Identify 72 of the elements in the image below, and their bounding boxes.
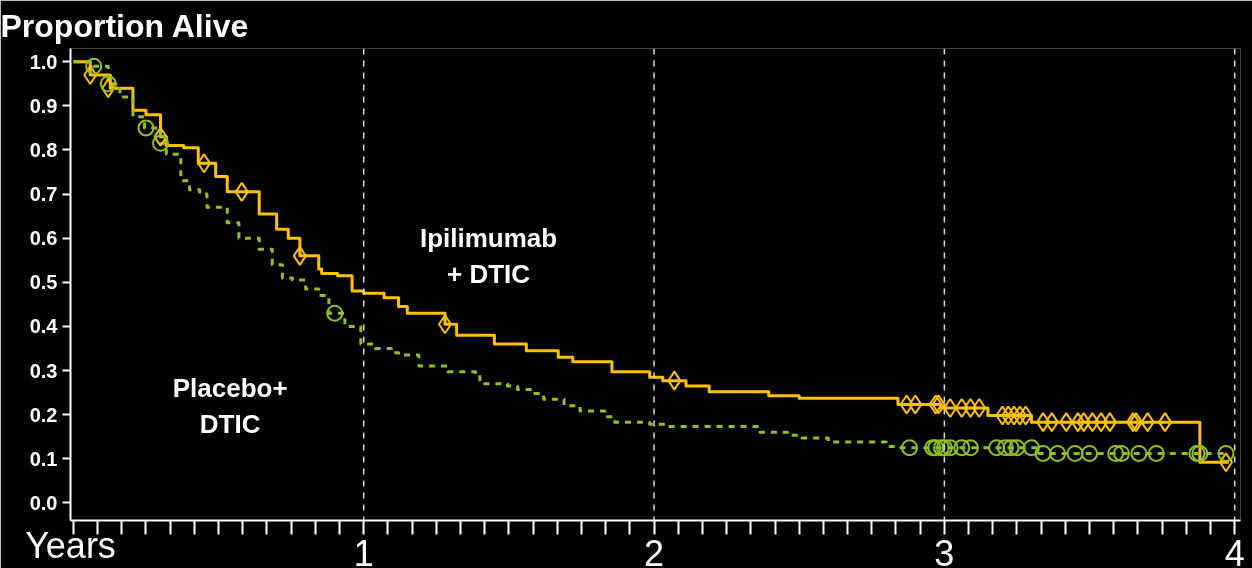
point <box>901 439 919 457</box>
point <box>99 75 117 93</box>
x-axis-title: Years <box>25 524 116 566</box>
point <box>1018 405 1033 426</box>
point <box>1059 412 1074 433</box>
point <box>962 439 979 457</box>
point <box>1147 444 1165 462</box>
point <box>137 119 155 137</box>
y-tick-label: 0.6 <box>29 227 58 250</box>
point <box>953 439 971 457</box>
point <box>101 78 116 99</box>
y-tick-label: 0.9 <box>29 94 58 117</box>
point <box>1007 405 1022 426</box>
point <box>1112 444 1130 462</box>
annotation: Ipilimumab + DTIC <box>419 222 558 289</box>
y-tick-label: 0.3 <box>29 359 58 382</box>
point <box>954 398 969 419</box>
point <box>234 181 249 202</box>
point <box>941 439 959 457</box>
point <box>83 64 98 85</box>
x-tick-label: 3 <box>934 532 955 568</box>
point <box>1076 412 1091 433</box>
point <box>152 134 169 152</box>
y-tick-label: 0.7 <box>29 183 58 206</box>
x-tick-label: 4 <box>1224 532 1245 568</box>
point <box>153 126 168 147</box>
point <box>85 57 103 75</box>
point <box>1002 439 1020 457</box>
point <box>943 398 958 419</box>
point <box>963 398 978 419</box>
point <box>1085 412 1100 433</box>
point <box>1081 444 1099 462</box>
point <box>1140 412 1155 433</box>
point <box>326 304 344 322</box>
point <box>1218 452 1233 473</box>
point <box>1012 405 1027 426</box>
point <box>1070 412 1085 433</box>
y-tick-label: 0.1 <box>29 447 58 470</box>
point <box>1022 439 1040 457</box>
y-tick-label: 1.0 <box>29 50 58 73</box>
point <box>996 439 1014 457</box>
point <box>292 245 307 266</box>
point <box>1107 444 1125 462</box>
point <box>438 314 453 335</box>
point <box>1008 439 1026 457</box>
point <box>1094 412 1109 433</box>
point <box>1049 444 1067 462</box>
point <box>972 398 987 419</box>
y-tick-label: 0.8 <box>29 138 58 161</box>
point <box>899 394 914 415</box>
y-tick-label: 0.4 <box>29 315 59 338</box>
y-tick-label: 0.5 <box>29 271 58 294</box>
x-tick-label: 2 <box>644 532 665 568</box>
chart-title: Proportion Alive <box>0 7 249 44</box>
point <box>1036 412 1051 433</box>
point <box>667 370 682 391</box>
point <box>1102 412 1117 433</box>
point <box>1130 444 1148 462</box>
point <box>1001 405 1016 426</box>
y-tick-label: 0.0 <box>29 491 58 514</box>
point <box>1158 412 1173 433</box>
y-tick-label: 0.2 <box>29 403 58 426</box>
x-tick-label: 1 <box>353 532 374 568</box>
point <box>995 405 1010 426</box>
point <box>1066 444 1084 462</box>
point <box>1044 412 1059 433</box>
point <box>197 153 212 174</box>
point <box>1217 444 1235 462</box>
point <box>988 439 1006 457</box>
point <box>1034 444 1052 462</box>
point <box>908 394 923 415</box>
annotation: Placebo+ DTIC <box>172 372 288 439</box>
